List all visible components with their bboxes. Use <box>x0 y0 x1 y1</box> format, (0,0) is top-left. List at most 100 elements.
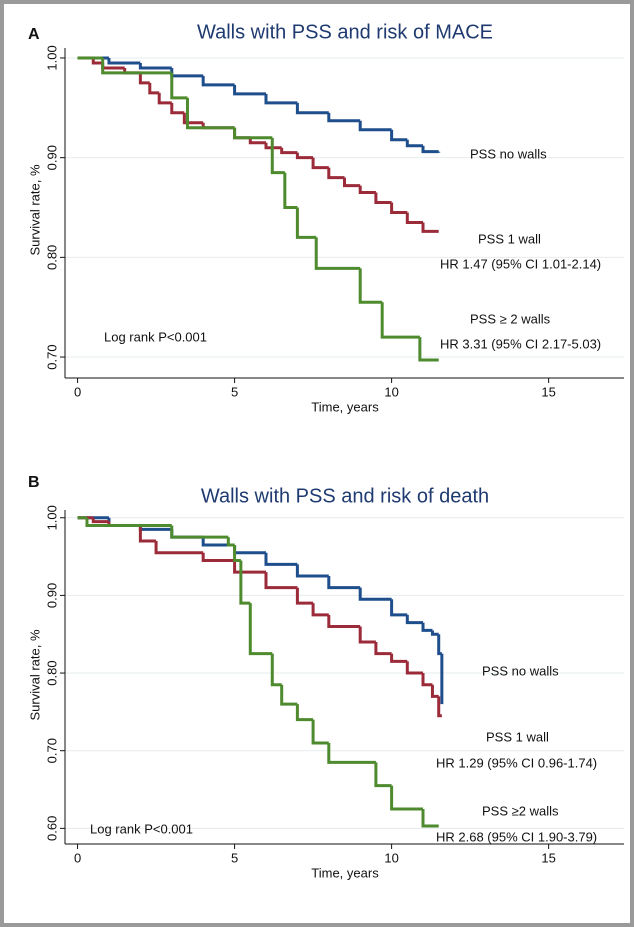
km-step <box>421 145 439 154</box>
x-tick-label: 0 <box>74 384 81 399</box>
km-step <box>233 544 241 562</box>
km-step <box>374 642 392 656</box>
km-step <box>138 525 157 543</box>
km-step <box>170 525 229 539</box>
km-step <box>405 614 424 625</box>
km-step <box>201 537 235 547</box>
km-step <box>295 207 317 239</box>
km-step <box>295 564 329 578</box>
y-tick-label: 0.90 <box>44 583 59 608</box>
km-step <box>380 302 420 339</box>
km-step <box>154 541 204 555</box>
km-step <box>358 120 392 132</box>
km-step <box>314 237 361 270</box>
chart-title: Walls with PSS and risk of MACE <box>197 21 493 43</box>
series-label: PSS no walls <box>482 663 559 678</box>
x-axis-label: Time, years <box>311 865 379 880</box>
km-step <box>358 185 376 195</box>
km-step <box>295 704 314 722</box>
km-step <box>430 684 439 698</box>
km-step <box>374 762 392 788</box>
km-step <box>327 576 361 590</box>
km-step <box>182 112 204 125</box>
km-step <box>138 72 150 85</box>
series-label: PSS no walls <box>470 146 547 161</box>
km-step <box>358 587 392 601</box>
km-step <box>390 202 408 214</box>
x-tick-label: 0 <box>74 850 81 865</box>
km-step <box>91 57 103 65</box>
hazard-ratio: HR 1.47 (95% CI 1.01-2.14) <box>440 256 601 271</box>
km-step <box>201 75 235 87</box>
y-tick-label: 0.80 <box>44 245 59 270</box>
log-rank-note: Log rank P<0.001 <box>90 821 193 836</box>
km-step <box>421 622 433 632</box>
km-step <box>283 172 298 210</box>
km-step <box>327 614 361 628</box>
km-step <box>201 552 235 562</box>
km-step <box>270 653 282 687</box>
x-tick-label: 10 <box>384 850 398 865</box>
km-step <box>264 142 282 150</box>
km-step <box>421 673 433 687</box>
x-tick-label: 15 <box>541 384 555 399</box>
x-tick-label: 10 <box>384 384 398 399</box>
series-label: PSS ≥2 walls <box>482 803 559 818</box>
y-tick-label: 0.60 <box>44 816 59 841</box>
km-step <box>295 152 314 160</box>
km-step <box>421 222 439 233</box>
log-rank-note: Log rank P<0.001 <box>104 329 207 344</box>
series-label: PSS 1 wall <box>478 231 541 246</box>
x-tick-label: 5 <box>231 850 238 865</box>
panel-letter: A <box>28 26 40 43</box>
km-step <box>226 537 235 547</box>
km-step <box>185 97 235 130</box>
km-step <box>358 626 376 644</box>
km-step <box>390 653 408 663</box>
km-step <box>233 560 266 574</box>
km-step <box>264 93 298 105</box>
km-step <box>233 127 273 140</box>
series-label: PSS 1 wall <box>486 729 549 744</box>
km-step <box>390 129 408 142</box>
km-step <box>405 139 424 148</box>
km-step <box>170 102 185 115</box>
km-step <box>374 192 392 205</box>
y-tick-label: 1.00 <box>44 45 59 70</box>
km-step <box>270 137 285 175</box>
y-axis-label: Survival rate, % <box>27 164 42 255</box>
km-step <box>327 167 345 180</box>
km-step <box>405 661 424 675</box>
km-step <box>248 137 266 145</box>
y-axis-label: Survival rate, % <box>27 629 42 720</box>
km-step <box>405 212 424 224</box>
km-step <box>311 157 329 170</box>
series-label: PSS ≥ 2 walls <box>470 311 551 326</box>
km-step <box>437 696 442 718</box>
km-step <box>157 92 172 105</box>
km-step <box>430 630 439 636</box>
km-step <box>107 57 141 65</box>
km-step <box>437 634 442 656</box>
km-step <box>233 84 266 96</box>
km-step <box>280 684 298 706</box>
km-step <box>358 268 383 304</box>
km-step <box>311 603 329 617</box>
km-step <box>295 102 329 115</box>
km-step <box>327 742 376 764</box>
km-step <box>390 599 408 617</box>
km-step <box>280 147 298 155</box>
panel-letter: B <box>28 474 40 491</box>
km-step <box>311 719 329 745</box>
km-step <box>101 57 172 75</box>
km-step <box>418 337 439 362</box>
km-step <box>327 112 361 123</box>
x-tick-label: 15 <box>541 850 555 865</box>
y-tick-label: 0.70 <box>44 738 59 763</box>
km-step <box>421 808 439 828</box>
km-step <box>148 82 160 95</box>
km-step <box>170 72 188 100</box>
hazard-ratio: HR 2.68 (95% CI 1.90-3.79) <box>436 829 597 844</box>
